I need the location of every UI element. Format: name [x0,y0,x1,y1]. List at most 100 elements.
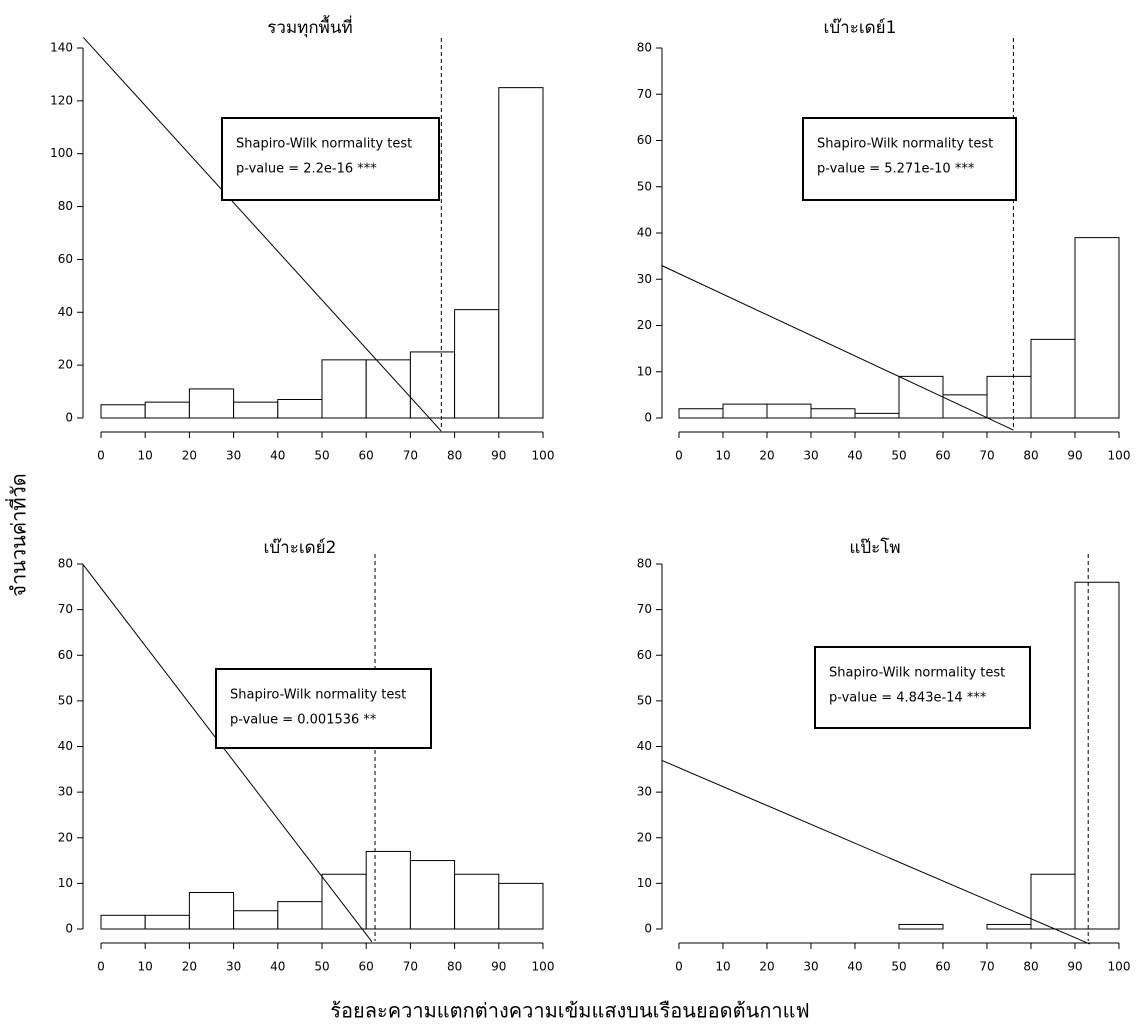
panel-title: แป๊ะโพ [849,537,900,558]
annotation-box [802,117,1017,201]
panel-title: เบ๊าะเดย์1 [824,18,897,38]
bar [810,408,856,419]
y-tick-label: 40 [58,739,73,753]
y-tick-label: 70 [58,602,73,616]
x-tick-label: 50 [891,449,906,463]
bar [898,375,944,419]
x-tick-label: 100 [532,960,555,974]
x-tick-label: 90 [1067,960,1082,974]
y-tick-label: 120 [50,93,73,107]
x-tick-label: 60 [359,449,374,463]
y-tick-label: 50 [637,179,652,193]
y-tick-label: 10 [637,876,652,890]
annotation-text: p-value = 5.271e-10 *** [817,162,975,177]
y-tick-label: 0 [65,922,73,936]
x-tick-label: 10 [138,449,153,463]
bar [454,309,500,419]
x-tick-label: 40 [847,449,862,463]
y-tick-label: 50 [58,693,73,707]
x-tick-label: 80 [1023,449,1038,463]
x-tick-label: 20 [182,960,197,974]
bar [277,399,323,419]
x-tick-label: 0 [675,449,683,463]
y-tick-label: 40 [637,226,652,240]
y-tick-label: 60 [58,648,73,662]
x-tick-label: 30 [226,960,241,974]
y-tick-label: 20 [58,830,73,844]
annotation-text: p-value = 0.001536 ** [230,713,377,728]
bar [1074,237,1120,419]
bar [144,914,190,930]
x-tick-label: 80 [447,449,462,463]
x-tick-label: 10 [715,449,730,463]
x-tick-label: 20 [759,960,774,974]
bar [498,87,544,419]
x-tick-label: 20 [759,449,774,463]
x-tick-label: 100 [532,449,555,463]
x-tick-label: 70 [979,449,994,463]
trend-line [661,264,1014,431]
x-tick-label: 50 [314,449,329,463]
annotation-box [221,117,440,201]
x-tick-label: 100 [1108,960,1131,974]
y-tick-label: 20 [637,318,652,332]
y-tick-label: 30 [637,785,652,799]
y-tick-label: 10 [637,364,652,378]
bar [188,892,235,930]
x-tick-label: 20 [182,449,197,463]
bar [1074,581,1120,930]
annotation-box [215,668,432,749]
y-tick-label: 60 [58,252,73,266]
bar [986,923,1032,930]
bar [277,901,323,930]
y-tick-label: 80 [58,557,73,571]
bar [854,412,900,419]
annotation-text: Shapiro-Wilk normality test [236,137,412,152]
bar [365,359,411,419]
bar [365,850,411,930]
y-tick-label: 20 [637,830,652,844]
x-tick-label: 60 [935,960,950,974]
x-tick-label: 90 [1067,449,1082,463]
x-tick-label: 10 [138,960,153,974]
y-tick-label: 80 [58,199,73,213]
bar [1030,873,1076,930]
x-tick-label: 50 [891,960,906,974]
bar [678,408,724,419]
y-tick-label: 50 [637,693,652,707]
y-tick-label: 70 [637,602,652,616]
y-tick-label: 100 [50,146,73,160]
y-axis-title: จำนวนค่าที่วัด [5,473,31,597]
y-tick-label: 80 [637,41,652,55]
y-tick-label: 30 [58,785,73,799]
bar [321,359,367,419]
y-tick-label: 0 [644,411,652,425]
annotation-text: Shapiro-Wilk normality test [829,666,1005,681]
y-tick-label: 80 [637,557,652,571]
x-tick-label: 40 [270,449,285,463]
bar [100,404,146,419]
x-tick-label: 70 [403,960,418,974]
y-tick-label: 0 [65,411,73,425]
trend-line [661,759,1091,945]
y-tick-label: 40 [637,739,652,753]
bar [454,873,500,930]
y-tick-label: 70 [637,87,652,101]
bar [409,860,456,930]
x-tick-label: 40 [270,960,285,974]
x-tick-label: 30 [803,960,818,974]
x-tick-label: 30 [803,449,818,463]
x-tick-label: 80 [1023,960,1038,974]
bar [766,403,812,419]
x-tick-label: 50 [314,960,329,974]
panel-title: รวมทุกพื้นที่ [267,15,352,38]
x-tick-label: 90 [491,960,506,974]
bar [898,923,944,930]
x-tick-label: 0 [97,960,105,974]
trend-line [82,37,442,432]
bar [100,914,146,930]
x-tick-label: 0 [675,960,683,974]
bar [986,375,1032,419]
bar [409,351,456,419]
x-tick-label: 0 [97,449,105,463]
